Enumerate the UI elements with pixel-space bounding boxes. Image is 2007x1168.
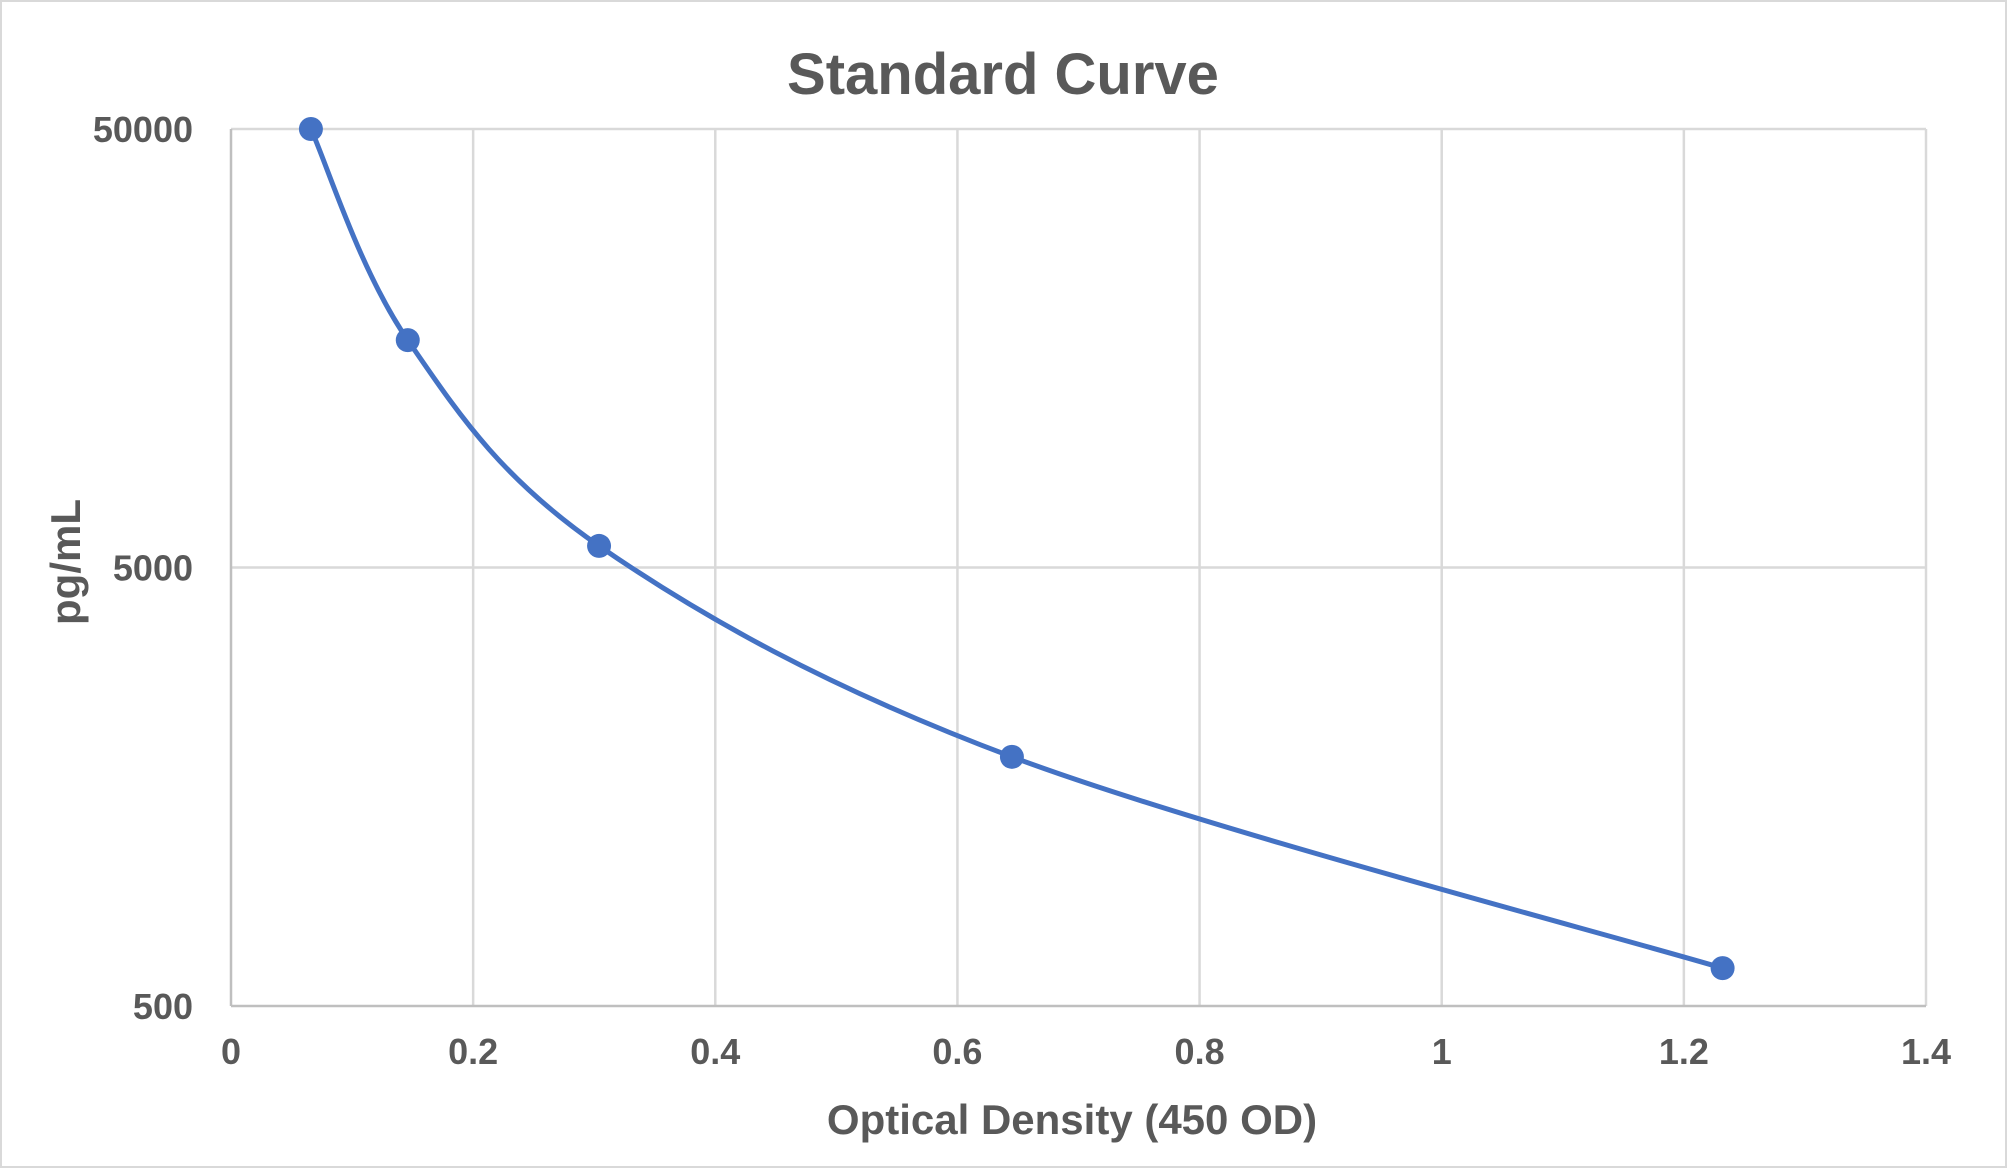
data-point (587, 533, 612, 558)
data-point (1710, 956, 1735, 981)
x-tick-label: 0.2 (448, 1031, 498, 1072)
x-tick-label: 0.8 (1175, 1031, 1225, 1072)
data-point (395, 328, 420, 353)
y-axis-title: pg/mL (42, 499, 89, 625)
tick-labels: 0 0.2 0.4 0.6 0.8 1 1.2 1.4 50000 5000 500 (93, 109, 1951, 1072)
y-tick-label: 5000 (113, 548, 193, 589)
x-tick-label: 0.6 (932, 1031, 982, 1072)
y-tick-label: 500 (133, 986, 193, 1027)
x-tick-label: 0.4 (690, 1031, 740, 1072)
x-axis-title: Optical Density (450 OD) (827, 1096, 1317, 1143)
x-tick-label: 1.4 (1901, 1031, 1951, 1072)
data-point (298, 117, 323, 141)
x-tick-label: 1 (1432, 1031, 1452, 1072)
data-points (298, 117, 1735, 981)
x-tick-label: 0 (221, 1031, 241, 1072)
series-line-layer (308, 126, 1726, 971)
y-tick-label: 50000 (93, 109, 193, 150)
x-tick-label: 1.2 (1659, 1031, 1709, 1072)
grid-lines (229, 127, 1928, 1008)
series-line (308, 126, 1726, 971)
data-point (999, 744, 1024, 769)
chart-title: Standard Curve (787, 42, 1219, 107)
